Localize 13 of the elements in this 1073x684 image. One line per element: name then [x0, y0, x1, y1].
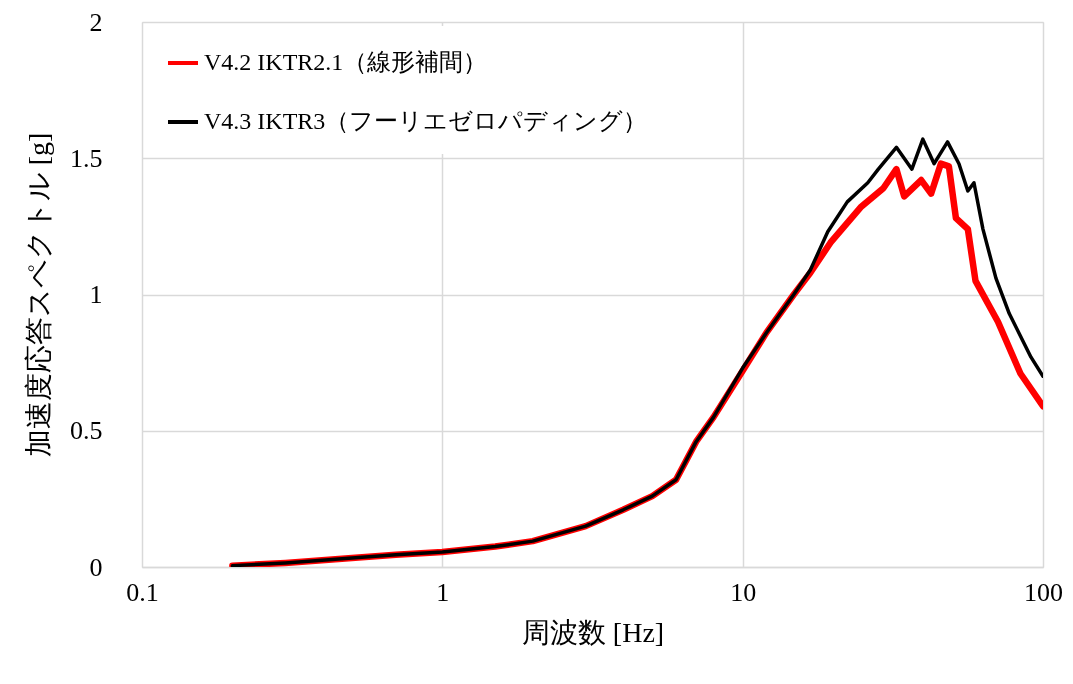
x-tick-label: 100	[1024, 577, 1063, 607]
x-tick-label: 0.1	[126, 577, 159, 607]
x-axis-title: 周波数 [Hz]	[521, 616, 665, 648]
y-axis-title: 加速度応答スペクトル [g]	[23, 132, 54, 458]
x-tick-label: 10	[730, 577, 757, 607]
legend-label: V4.2 IKTR2.1（線形補間）	[204, 49, 488, 75]
y-tick-label: 0	[89, 552, 103, 582]
y-tick-label: 1	[89, 280, 103, 309]
legend-label: V4.3 IKTR3（フーリエゼロパディング）	[204, 108, 648, 134]
x-tick-label: 1	[436, 577, 450, 607]
y-tick-label: 0.5	[70, 416, 103, 446]
y-tick-label: 2	[89, 7, 103, 37]
y-tick-label: 1.5	[70, 143, 103, 173]
